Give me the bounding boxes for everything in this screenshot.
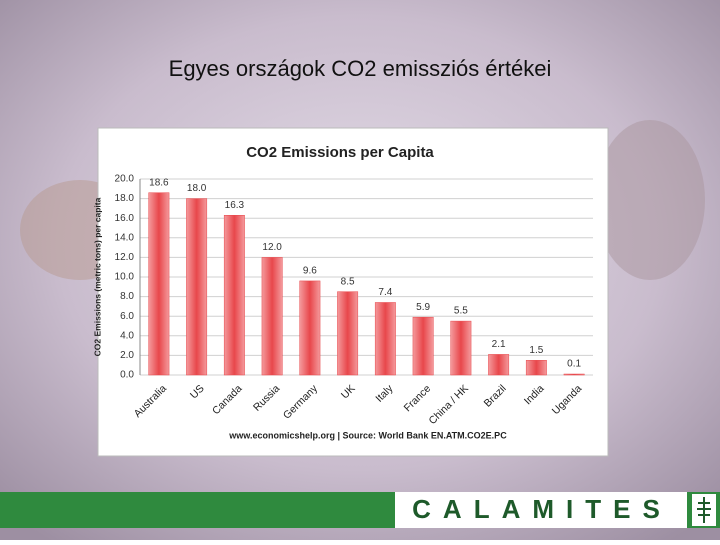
y-tick-label: 4.0	[120, 330, 134, 341]
logo-icon	[697, 497, 711, 523]
data-label: 18.0	[187, 183, 207, 194]
footer-box	[395, 492, 687, 528]
bar	[337, 291, 359, 376]
y-tick-label: 2.0	[120, 350, 134, 361]
y-tick-label: 16.0	[115, 213, 135, 224]
slide-title: Egyes országok CO2 emissziós értékei	[169, 56, 552, 81]
bar	[488, 354, 510, 376]
bar	[261, 257, 283, 376]
decor	[595, 120, 705, 280]
footer-logo-text: CALAMITES	[412, 494, 672, 524]
bar	[525, 360, 547, 376]
y-tick-label: 14.0	[115, 232, 135, 243]
bar	[299, 280, 321, 376]
y-tick-label: 8.0	[120, 291, 134, 302]
bar	[563, 373, 585, 376]
source: www.economicshelp.org | Source: World Ba…	[228, 430, 507, 440]
y-tick-label: 10.0	[115, 272, 135, 283]
bar	[186, 198, 208, 376]
y-tick-label: 6.0	[120, 311, 134, 322]
data-label: 5.9	[416, 302, 430, 313]
bar	[374, 302, 396, 376]
bar	[450, 320, 472, 376]
data-label: 5.5	[454, 306, 468, 317]
data-label: 9.6	[303, 266, 317, 277]
chart-title: CO2 Emissions per Capita	[246, 144, 434, 161]
y-tick-label: 12.0	[115, 252, 135, 263]
data-label: 18.6	[149, 177, 169, 188]
data-label: 8.5	[341, 276, 355, 287]
y-tick-label: 20.0	[115, 174, 135, 185]
data-label: 0.1	[567, 359, 581, 370]
data-label: 12.0	[262, 242, 282, 253]
data-label: 1.5	[529, 345, 543, 356]
bar	[223, 215, 245, 376]
data-label: 2.1	[492, 339, 506, 350]
data-label: 7.4	[378, 287, 392, 298]
y-axis-label: CO2 Emissions (metric tons) per capita	[92, 197, 102, 356]
y-tick-label: 18.0	[115, 193, 135, 204]
bar	[148, 192, 170, 376]
data-label: 16.3	[225, 200, 245, 211]
y-tick-label: 0.0	[120, 370, 134, 381]
bar	[412, 316, 434, 376]
